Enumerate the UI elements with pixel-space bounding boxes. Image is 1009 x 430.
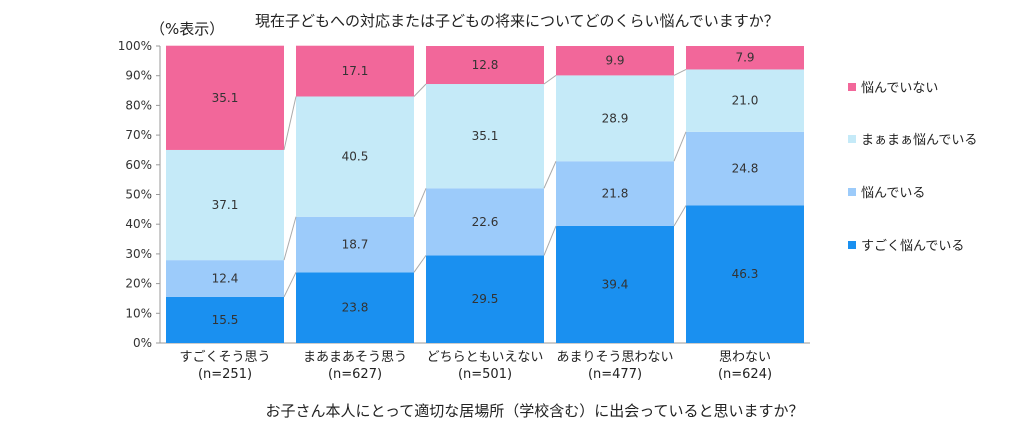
y-tick-label: 90%: [125, 69, 152, 83]
y-tick-label: 0%: [133, 336, 152, 350]
sample-size-label: (n=251): [198, 367, 252, 382]
data-label: 39.4: [602, 277, 629, 291]
series-connector-line: [283, 96, 297, 151]
legend-swatch: [848, 83, 856, 91]
bar-segment: [166, 296, 284, 343]
sample-size-label: (n=477): [588, 367, 642, 382]
series-connector-line: [283, 272, 297, 298]
data-label: 29.5: [472, 292, 499, 306]
data-label: 15.5: [212, 313, 239, 327]
y-tick-label: 40%: [125, 217, 152, 231]
data-label: 46.3: [732, 267, 759, 281]
data-label: 12.4: [212, 272, 239, 286]
bar-segment: [166, 45, 284, 150]
legend-label: 悩んでいない: [861, 81, 938, 96]
y-tick-label: 10%: [125, 306, 152, 320]
data-label: 9.9: [605, 54, 624, 68]
x-axis-title: お子さん本人にとって適切な居場所（学校含む）に出会っていると思いますか？: [265, 402, 804, 420]
bar-segment: [556, 75, 674, 162]
sample-size-label: (n=627): [328, 367, 382, 382]
series-connector-line: [413, 83, 427, 97]
unit-label: （%表示）: [150, 20, 225, 38]
data-label: 40.5: [342, 150, 369, 164]
bar-segment: [686, 69, 804, 132]
chart-title: 現在子どもへの対応または子どもの将来についてどのくらい悩んでいますか？: [255, 12, 779, 30]
data-label: 7.9: [735, 51, 754, 65]
series-connector-line: [543, 161, 557, 189]
legend-label: まぁまぁ悩んでいる: [861, 133, 977, 148]
x-tick-label: すごくそう思う: [179, 349, 270, 365]
data-label: 12.8: [472, 58, 499, 72]
bar-segment: [556, 46, 674, 76]
bar-segment: [296, 96, 414, 217]
data-label: 18.7: [342, 238, 369, 252]
bar-segment: [426, 46, 544, 85]
bar-segment: [686, 131, 804, 206]
sample-size-label: (n=624): [718, 367, 772, 382]
data-label: 24.8: [732, 162, 759, 176]
sample-size-label: (n=501): [458, 367, 512, 382]
data-label: 28.9: [602, 111, 629, 125]
x-tick-label: 思わない: [719, 350, 771, 365]
series-connector-line: [673, 69, 687, 76]
legend-swatch: [848, 135, 856, 143]
y-tick-label: 60%: [125, 158, 152, 172]
legend-swatch: [848, 241, 856, 249]
series-connector-line: [543, 225, 557, 256]
data-label: 23.8: [342, 301, 369, 315]
bar-segment: [296, 272, 414, 343]
y-tick-label: 80%: [125, 98, 152, 112]
bar-segment: [426, 255, 544, 343]
y-tick-label: 50%: [125, 188, 152, 202]
bar-segment: [166, 149, 284, 261]
x-tick-label: どちらともいえない: [427, 350, 544, 365]
bar-segment: [556, 161, 674, 226]
series-connector-line: [543, 74, 557, 85]
data-label: 35.1: [212, 91, 239, 105]
data-label: 37.1: [212, 198, 239, 212]
data-label: 21.0: [732, 94, 759, 108]
legend-label: 悩んでいる: [861, 186, 925, 201]
x-tick-label: あまりそう思わない: [556, 350, 673, 365]
series-connector-line: [673, 131, 687, 162]
series-connector-line: [283, 216, 297, 261]
y-tick-label: 100%: [118, 39, 152, 53]
bar-segment: [686, 46, 804, 70]
y-tick-label: 70%: [125, 128, 152, 142]
data-label: 22.6: [472, 215, 499, 229]
series-connector-line: [413, 255, 427, 273]
bar-segment: [166, 260, 284, 297]
y-tick-label: 20%: [125, 277, 152, 291]
y-tick-label: 30%: [125, 247, 152, 261]
data-label: 35.1: [472, 129, 499, 143]
data-label: 17.1: [342, 64, 369, 78]
series-connector-line: [673, 205, 687, 227]
legend-label: すごく悩んでいる: [861, 238, 964, 254]
series-connector-line: [413, 188, 427, 217]
bar-segment: [296, 45, 414, 97]
bar-segment: [686, 205, 804, 343]
bar-segment: [426, 84, 544, 189]
bar-segment: [426, 188, 544, 256]
data-label: 21.8: [602, 187, 629, 201]
legend-swatch: [848, 188, 856, 196]
x-tick-label: まあまあそう思う: [303, 350, 407, 365]
bar-segment: [556, 225, 674, 343]
bar-segment: [296, 216, 414, 273]
